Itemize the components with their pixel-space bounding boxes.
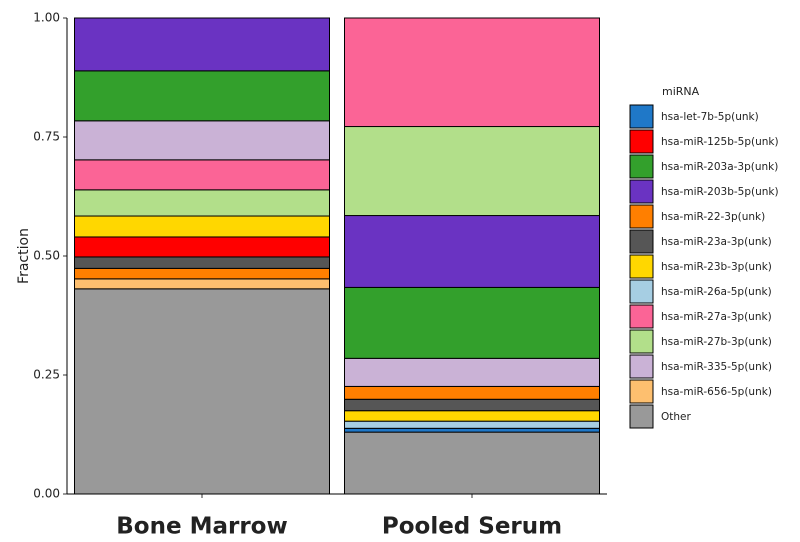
legend-swatch — [629, 104, 654, 129]
legend-swatch — [629, 304, 654, 329]
legend-swatch — [629, 204, 654, 229]
legend-swatch — [629, 154, 654, 179]
legend-label: hsa-miR-23a-3p(unk) — [661, 236, 772, 248]
bar-segment — [74, 159, 330, 191]
legend-swatch — [629, 179, 654, 204]
bar-segment — [344, 215, 600, 288]
legend-title: miRNA — [662, 85, 700, 98]
y-tick-label: 0.00 — [33, 487, 60, 501]
bar-segment — [344, 398, 600, 412]
x-tick-label: Bone Marrow — [116, 514, 287, 540]
legend-label: hsa-miR-125b-5p(unk) — [661, 136, 779, 148]
bar-segment — [74, 70, 330, 122]
bar-segment — [344, 410, 600, 422]
bar-segment — [74, 288, 330, 495]
x-tick-label: Pooled Serum — [382, 514, 562, 540]
bar-segment — [74, 278, 330, 290]
bar-segment — [344, 431, 600, 495]
y-tick-label: 0.50 — [33, 249, 60, 263]
bar-segment — [74, 256, 330, 269]
bar-segment — [74, 215, 330, 238]
legend-swatch — [629, 354, 654, 379]
bar-segment — [344, 385, 600, 400]
legend-label: Other — [661, 411, 691, 423]
legend-swatch — [629, 229, 654, 254]
legend-label: hsa-miR-203a-3p(unk) — [661, 161, 778, 173]
bar-segment — [344, 286, 600, 359]
legend-label: hsa-miR-656-5p(unk) — [661, 386, 772, 398]
bar-segment — [74, 236, 330, 258]
bar-segment — [344, 17, 600, 128]
legend-swatch — [629, 279, 654, 304]
bar-segment — [74, 17, 330, 72]
legend-swatch — [629, 329, 654, 354]
bar-segment — [74, 189, 330, 217]
legend-label: hsa-miR-23b-3p(unk) — [661, 261, 772, 273]
legend-label: hsa-miR-27b-3p(unk) — [661, 336, 772, 348]
legend-swatch — [629, 379, 654, 404]
legend-label: hsa-miR-26a-5p(unk) — [661, 286, 772, 298]
legend-swatch — [629, 254, 654, 279]
bar-segment — [344, 357, 600, 387]
y-tick-label: 1.00 — [33, 11, 60, 25]
y-tick-label: 0.25 — [33, 368, 60, 382]
legend-label: hsa-miR-335-5p(unk) — [661, 361, 772, 373]
legend-label: hsa-miR-203b-5p(unk) — [661, 186, 779, 198]
y-tick-label: 0.75 — [33, 130, 60, 144]
bar-segment — [344, 427, 600, 433]
bar-segment — [74, 120, 330, 161]
legend-label: hsa-miR-22-3p(unk) — [661, 211, 765, 223]
bar-segment — [344, 126, 600, 217]
bar-segment — [344, 420, 600, 429]
legend-label: hsa-miR-27a-3p(unk) — [661, 311, 772, 323]
y-axis-label: Fraction — [16, 228, 32, 284]
legend-swatch — [629, 404, 654, 429]
legend-swatch — [629, 129, 654, 154]
legend-label: hsa-let-7b-5p(unk) — [661, 111, 759, 123]
bar-segment — [74, 267, 330, 280]
